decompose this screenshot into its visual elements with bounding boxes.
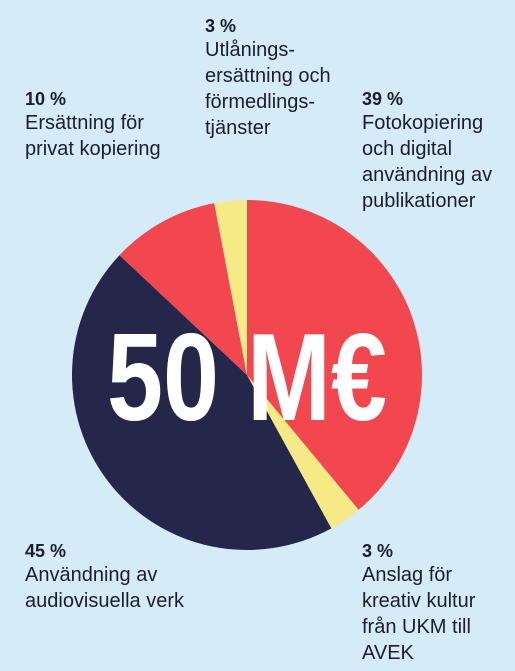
category-label: Anslag för kreativ kultur från UKM till … bbox=[362, 564, 476, 664]
slice-label: 3 % Anslag för kreativ kultur från UKM ti… bbox=[362, 540, 475, 666]
pie-slice bbox=[214, 200, 247, 375]
percent-label: 39 % bbox=[362, 89, 404, 109]
slice-label: 10 % Ersättning för privat kopiering bbox=[25, 88, 161, 162]
category-label: Fotokopiering och digital användning av … bbox=[362, 112, 493, 212]
percent-label: 3 % bbox=[362, 541, 394, 561]
percent-label: 10 % bbox=[25, 89, 67, 109]
pie-slice bbox=[247, 200, 422, 510]
center-label: 50 M€ bbox=[107, 309, 387, 447]
category-label: Utlånings- ersättning och förmedlings- t… bbox=[205, 39, 331, 139]
slice-label: 39 % Fotokopiering och digital användning… bbox=[362, 88, 492, 214]
percent-label: 45 % bbox=[25, 541, 67, 561]
pie-slice bbox=[247, 375, 359, 529]
pie-slice bbox=[72, 255, 332, 550]
slice-label: 3 % Utlånings- ersättning och förmedlings… bbox=[205, 15, 331, 141]
category-label: Användning av audiovisuella verk bbox=[25, 564, 184, 612]
category-label: Ersättning för privat kopiering bbox=[25, 112, 161, 160]
pie-slice bbox=[119, 203, 247, 375]
percent-label: 3 % bbox=[205, 16, 237, 36]
slice-label: 45 % Användning av audiovisuella verk bbox=[25, 540, 184, 614]
